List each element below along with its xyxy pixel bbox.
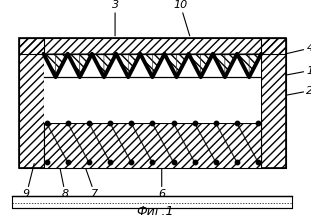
Text: 1: 1 [286, 66, 311, 75]
Polygon shape [189, 54, 201, 77]
Text: 5: 5 [79, 86, 100, 97]
Text: 9: 9 [23, 164, 34, 199]
Text: Фиг.1: Фиг.1 [137, 205, 174, 218]
Polygon shape [44, 54, 56, 77]
Polygon shape [165, 54, 177, 77]
Polygon shape [116, 54, 128, 77]
Bar [19, 38, 44, 168]
Bar [44, 54, 261, 123]
Polygon shape [128, 54, 140, 77]
Polygon shape [104, 54, 116, 77]
Polygon shape [249, 54, 261, 77]
Bar [261, 38, 286, 168]
Polygon shape [152, 54, 165, 77]
Bar [19, 38, 44, 168]
Polygon shape [92, 54, 104, 77]
Text: 6: 6 [158, 164, 165, 199]
Bar [19, 38, 286, 54]
Polygon shape [201, 54, 213, 77]
Text: 2: 2 [286, 86, 311, 96]
Bar [44, 123, 261, 168]
Polygon shape [225, 54, 237, 77]
Text: 7: 7 [84, 164, 98, 199]
Polygon shape [237, 54, 249, 77]
Polygon shape [80, 54, 92, 77]
Bar [12, 196, 292, 208]
Text: 8: 8 [59, 164, 69, 199]
Polygon shape [68, 54, 80, 77]
Text: 4: 4 [286, 43, 311, 54]
Polygon shape [177, 54, 189, 77]
Polygon shape [56, 54, 68, 77]
Bar [261, 38, 286, 168]
Polygon shape [140, 54, 152, 77]
Text: 3: 3 [112, 0, 118, 36]
Polygon shape [213, 54, 225, 77]
Bar [44, 123, 261, 168]
Bar [19, 38, 286, 54]
Text: 10: 10 [173, 0, 190, 36]
Bar [19, 38, 286, 168]
